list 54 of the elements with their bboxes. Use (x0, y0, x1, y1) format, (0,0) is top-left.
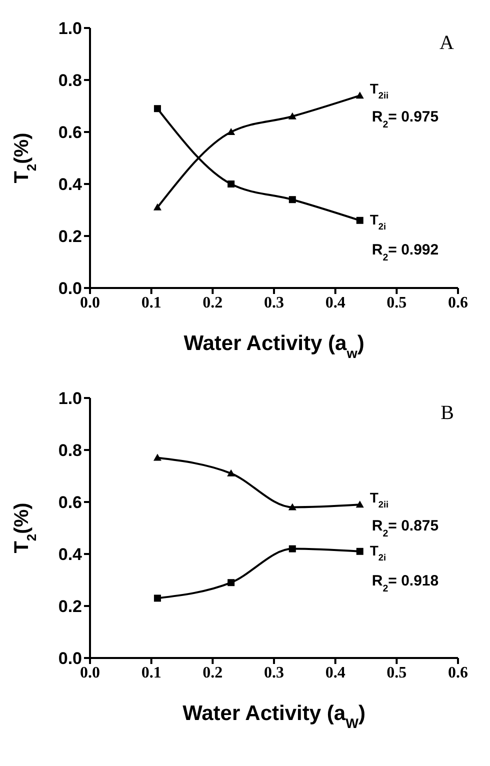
annotation: B (440, 402, 454, 425)
x-tick-label: 0.6 (448, 664, 468, 682)
point (227, 128, 236, 135)
annotation: R$_{2}$= 0.992 (372, 241, 439, 263)
y-tick-label: 0.0 (58, 279, 82, 298)
point (227, 469, 236, 476)
y-tick-label: 0.6 (58, 493, 82, 512)
point (228, 180, 235, 188)
series-label: T$_{2ii}$ (370, 80, 389, 101)
x-tick-label: 0.2 (202, 294, 223, 312)
series-label: T$_{2i}$ (370, 542, 386, 562)
annotation: R$_{2}$= 0.975 (372, 108, 439, 130)
x-tick-label: 0.5 (386, 294, 407, 312)
point (356, 548, 364, 555)
x-tick-label: 0.3 (264, 294, 284, 312)
point (356, 216, 364, 224)
y-tick-label: 1.0 (58, 389, 82, 408)
x-axis-title: Water Activity (a$_{W}$) (182, 702, 366, 730)
annotation: R$_{2}$= 0.875 (372, 518, 439, 540)
annotation: A (440, 32, 454, 55)
x-tick-label: 0.4 (325, 664, 346, 682)
point (228, 579, 235, 586)
point (356, 92, 364, 99)
point (288, 503, 296, 510)
y-tick-label: 0.4 (58, 175, 83, 194)
x-tick-label: 0.2 (202, 664, 223, 682)
x-tick-label: 0.3 (264, 664, 284, 682)
x-axis-title: Water Activity (a$_{w}$) (184, 332, 364, 360)
series-label: T$_{2i}$ (370, 211, 386, 232)
y-tick-label: 0.8 (58, 441, 82, 460)
point (288, 196, 296, 204)
y-tick-label: 0.8 (58, 71, 82, 90)
point (154, 105, 161, 112)
x-tick-label: 0.0 (80, 664, 100, 682)
y-tick-label: 0.4 (58, 545, 83, 564)
series-label: T$_{2ii}$ (370, 490, 389, 510)
annotation: R$_{2}$= 0.918 (372, 572, 439, 594)
y-tick-label: 0.0 (58, 649, 82, 668)
point (153, 454, 162, 461)
point (356, 500, 364, 508)
x-tick-label: 0.0 (80, 294, 100, 312)
x-tick-label: 0.1 (141, 664, 162, 682)
x-tick-label: 0.1 (141, 294, 162, 312)
y-tick-label: 0.6 (58, 123, 82, 142)
y-tick-label: 1.0 (58, 19, 82, 38)
y-tick-label: 0.2 (58, 227, 82, 246)
point (154, 594, 161, 602)
point (288, 545, 296, 552)
point (288, 112, 296, 120)
x-tick-label: 0.5 (386, 664, 407, 682)
y-tick-label: 0.2 (58, 597, 82, 616)
point (153, 203, 162, 210)
x-tick-label: 0.4 (325, 294, 346, 312)
x-tick-label: 0.6 (448, 294, 468, 312)
